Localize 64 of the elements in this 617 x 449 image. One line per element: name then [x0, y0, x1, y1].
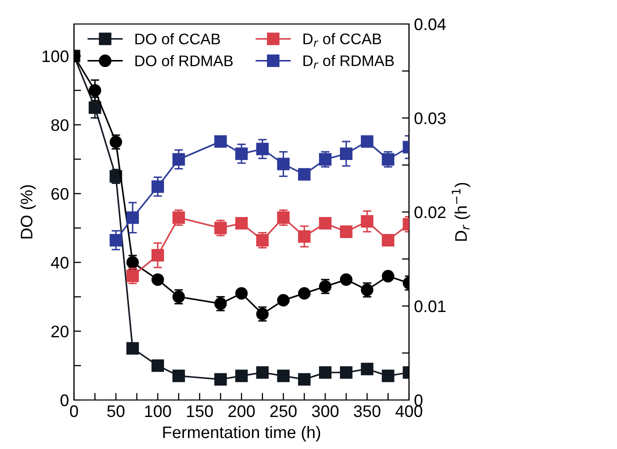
point — [152, 359, 164, 372]
point — [110, 234, 122, 246]
point — [277, 158, 290, 170]
legend-label: D$_{r}$ of CCAB — [303, 33, 382, 47]
point — [298, 287, 311, 300]
point — [340, 273, 352, 286]
point — [88, 101, 102, 114]
point — [298, 373, 311, 386]
legend-label: D$_{r}$ of RDMAB — [303, 54, 394, 69]
point — [256, 142, 269, 156]
point — [126, 211, 139, 224]
point — [360, 362, 374, 376]
point — [298, 230, 311, 243]
point — [360, 215, 374, 228]
y2-tick-label: 0 — [414, 394, 422, 406]
y-tick-label: 100 — [42, 50, 68, 62]
point — [172, 153, 185, 166]
y2-tick-label: 0.01 — [414, 300, 446, 312]
point — [277, 370, 290, 382]
point — [214, 135, 227, 148]
point — [382, 234, 394, 246]
legend-label: DO of RDMAB — [135, 55, 233, 66]
point — [235, 370, 248, 382]
point — [172, 370, 185, 382]
y-tick-label: 20 — [51, 326, 68, 338]
y-tick-label: 40 — [50, 256, 68, 269]
point — [152, 248, 164, 262]
point — [298, 168, 311, 181]
point — [340, 147, 352, 160]
point — [360, 135, 374, 148]
point — [319, 217, 332, 230]
point — [214, 373, 227, 386]
point — [235, 287, 248, 300]
y-axis-title: DO (%) — [20, 185, 36, 238]
point — [340, 366, 352, 379]
y2-tick-label: 0.04 — [414, 18, 446, 30]
point — [277, 294, 290, 306]
legend-label: DO of CCAB — [135, 33, 220, 44]
x-axis-title: Fermentation time (h) — [163, 426, 320, 442]
x-tick-label: 100 — [145, 405, 172, 418]
y2-tick-label: 0.03 — [414, 112, 446, 124]
y2-axis-title: D$_{r}$ (h$^{−1}$) — [452, 182, 470, 241]
x-tick-label: 350 — [354, 405, 380, 418]
point — [152, 180, 164, 193]
point — [256, 366, 269, 379]
x-tick-label: 0 — [70, 405, 78, 418]
point — [235, 147, 248, 160]
x-tick-label: 250 — [270, 405, 297, 418]
x-tick-label: 400 — [395, 405, 422, 418]
y-tick-label: 0 — [60, 394, 68, 406]
point — [382, 370, 394, 382]
y-tick-label: 60 — [51, 188, 68, 200]
point — [235, 217, 248, 230]
y-tick-label: 80 — [51, 119, 68, 131]
y2-tick-label: 0.02 — [414, 206, 446, 218]
point — [88, 84, 102, 97]
x-tick-label: 200 — [228, 405, 255, 418]
x-tick-label: 300 — [312, 405, 339, 418]
point — [319, 366, 332, 379]
point — [126, 342, 139, 355]
point — [152, 273, 164, 286]
point — [382, 270, 394, 282]
x-tick-label: 50 — [107, 405, 124, 418]
x-tick-label: 150 — [186, 405, 213, 418]
